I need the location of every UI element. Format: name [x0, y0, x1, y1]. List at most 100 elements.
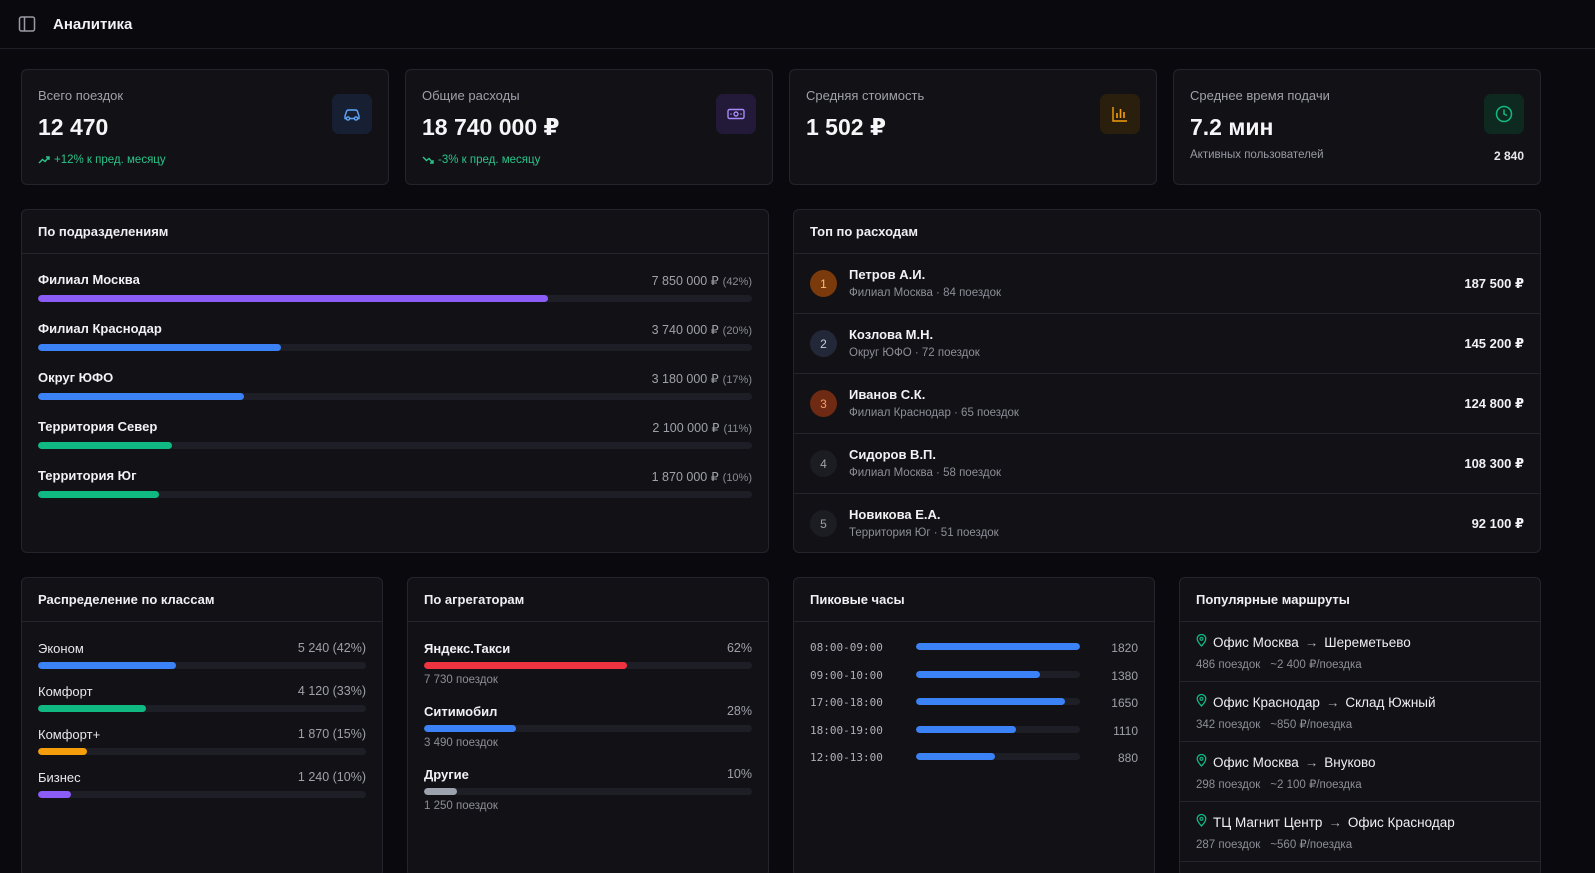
class-row[interactable]: Бизнес 1 240 (10%) [38, 770, 366, 800]
rank-badge: 1 [810, 270, 837, 297]
peak-hour-row: 08:00-09:00 1820 [810, 639, 1138, 659]
spender-row[interactable]: 1 Петров А.И. Филиал Москва · 84 поездок 18… [794, 254, 1540, 314]
route-trips: 342 поездок [1196, 719, 1261, 731]
departments-card: По подразделениям Филиал Москва 7 850 000… [21, 209, 769, 553]
class-bar-fill [38, 748, 88, 755]
department-row[interactable]: Округ ЮФО 3 180 000 ₽ (17%) [38, 370, 752, 410]
spender-name: Иванов С.К. [849, 387, 926, 402]
rank-badge: 4 [810, 450, 837, 477]
route-trips: 287 поездок [1196, 839, 1261, 851]
aggregator-bar-track [424, 662, 752, 669]
route-meta: 287 поездок ~560 ₽/поездка [1196, 837, 1352, 851]
class-amount: 4 120 (33%) [297, 684, 366, 698]
peak-hour-count: 1110 [1113, 723, 1138, 738]
route-from: ТЦ Магнит Центр [1213, 814, 1323, 830]
spender-row[interactable]: 5 Новикова Е.А. Территория Юг · 51 поездок… [794, 494, 1540, 552]
peak-hour-count: 1380 [1111, 668, 1138, 683]
route-to: Склад Южный [1345, 694, 1436, 710]
rank-badge: 3 [810, 390, 837, 417]
kpi-value: 12 470 [38, 114, 109, 140]
class-amount: 5 240 (42%) [297, 641, 366, 655]
route-trips: 486 поездок [1196, 659, 1261, 671]
route-row[interactable]: ТЦ Магнит Центр → Офис Краснодар 287 поездо… [1180, 802, 1540, 862]
kpi-card-avg-pickup: Среднее время подачи 7.2 мин Активных по… [1173, 69, 1541, 185]
spender-name: Петров А.И. [849, 267, 926, 282]
peak-hour-row: 17:00-18:00 1650 [810, 694, 1138, 714]
peak-hour-bar-track [916, 643, 1080, 650]
department-bar-track [38, 295, 752, 302]
clock-icon [1484, 94, 1524, 134]
map-pin-icon [1196, 633, 1207, 650]
routes-card: Популярные маршруты Офис Москва → Шереметь… [1179, 577, 1541, 873]
department-row[interactable]: Территория Север 2 100 000 ₽ (11%) [38, 419, 752, 459]
trend-up-icon [38, 156, 50, 164]
route-meta: 342 поездок ~850 ₽/поездка [1196, 717, 1352, 731]
peak-hour-row: 12:00-13:00 880 [810, 749, 1138, 769]
peak-hour-row: 09:00-10:00 1380 [810, 667, 1138, 687]
aggregator-row[interactable]: Яндекс.Такси 62% 7 730 поездок [424, 641, 752, 691]
class-amount: 1 240 (10%) [297, 770, 366, 784]
route-avg-cost: ~560 ₽/поездка [1270, 839, 1353, 851]
class-bar-fill [38, 791, 71, 798]
class-row[interactable]: Комфорт+ 1 870 (15%) [38, 727, 366, 757]
top-bar: Аналитика [0, 0, 1595, 49]
active-users-label: Активных пользователей [1190, 149, 1324, 161]
class-name: Эконом [38, 641, 84, 656]
trend-down-icon [422, 156, 434, 164]
route-row[interactable]: Офис Москва → Внуково 298 поездок ~2 100 ₽/п… [1180, 742, 1540, 802]
route-to: Внуково [1324, 754, 1376, 770]
spender-row[interactable]: 2 Козлова М.Н. Округ ЮФО · 72 поездок 145 2… [794, 314, 1540, 374]
peak-hour-time: 18:00-19:00 [810, 723, 883, 737]
department-amount-value: 1 870 000 ₽ [651, 470, 719, 484]
rank-badge: 5 [810, 510, 837, 537]
aggregator-bar-track [424, 788, 752, 795]
peak-hour-count: 1650 [1111, 696, 1138, 710]
department-bar-fill [38, 491, 160, 498]
route-to: Офис Краснодар [1347, 814, 1455, 830]
department-amount: 7 850 000 ₽ (42%) [652, 273, 752, 288]
department-share: (42%) [722, 276, 752, 288]
department-bar-track [38, 491, 752, 498]
route-from: Офис Краснодар [1213, 694, 1320, 710]
class-bar-fill [38, 662, 176, 669]
department-row[interactable]: Филиал Москва 7 850 000 ₽ (42%) [38, 272, 752, 312]
department-name: Территория Север [38, 419, 158, 434]
class-row[interactable]: Комфорт 4 120 (33%) [38, 684, 366, 714]
kpi-value: 7.2 мин [1190, 114, 1274, 140]
top-spenders-card: Топ по расходам 1 Петров А.И. Филиал Москв… [793, 209, 1541, 553]
department-row[interactable]: Филиал Краснодар 3 740 000 ₽ (20%) [38, 321, 752, 361]
map-pin-icon [1196, 753, 1207, 770]
class-name: Комфорт [38, 684, 93, 699]
aggregator-row[interactable]: Ситимобил 28% 3 490 поездок [424, 704, 752, 754]
card-title: Распределение по классам [22, 578, 382, 622]
route-name: Офис Москва → Шереметьево [1196, 633, 1411, 650]
spender-sum: 145 200 ₽ [1464, 336, 1524, 351]
sidebar-toggle-icon[interactable] [18, 15, 36, 33]
aggregator-row[interactable]: Другие 10% 1 250 поездок [424, 767, 752, 817]
department-bar-fill [38, 442, 172, 449]
department-row[interactable]: Территория Юг 1 870 000 ₽ (10%) [38, 468, 752, 508]
department-bar-track [38, 393, 752, 400]
kpi-delta: -3% к пред. месяцу [422, 154, 540, 166]
aggregator-trips: 3 490 поездок [424, 737, 498, 749]
spender-row[interactable]: 3 Иванов С.К. Филиал Краснодар · 65 поездо… [794, 374, 1540, 434]
aggregator-name: Другие [424, 767, 469, 782]
route-row[interactable]: Офис Краснодар → Склад Южный 342 поездок ~85… [1180, 682, 1540, 742]
peak-hours-card: Пиковые часы 08:00-09:00 1820 09:00-10:00 1… [793, 577, 1155, 873]
kpi-label: Средняя стоимость [806, 88, 925, 103]
route-from: Офис Москва [1213, 754, 1299, 770]
peak-hour-count: 1820 [1111, 641, 1138, 655]
route-row[interactable]: Офис Москва → Шереметьево 486 поездок ~2 400… [1180, 622, 1540, 682]
spender-row[interactable]: 4 Сидоров В.П. Филиал Москва · 58 поездок 1… [794, 434, 1540, 494]
spender-sum: 108 300 ₽ [1464, 456, 1524, 471]
route-arrow: → [1304, 754, 1319, 770]
aggregators-card: По агрегаторам Яндекс.Такси 62% 7 730 поез… [407, 577, 769, 873]
active-users-value: 2 840 [1493, 149, 1524, 163]
class-name: Комфорт+ [38, 727, 101, 742]
class-row[interactable]: Эконом 5 240 (42%) [38, 641, 366, 671]
department-bar-fill [38, 393, 245, 400]
card-title: Топ по расходам [794, 210, 1540, 254]
peak-hour-bar-track [916, 698, 1080, 705]
kpi-label: Общие расходы [422, 88, 520, 103]
kpi-card-total-expenses: Общие расходы 18 740 000 ₽ -3% к пред. м… [405, 69, 773, 185]
